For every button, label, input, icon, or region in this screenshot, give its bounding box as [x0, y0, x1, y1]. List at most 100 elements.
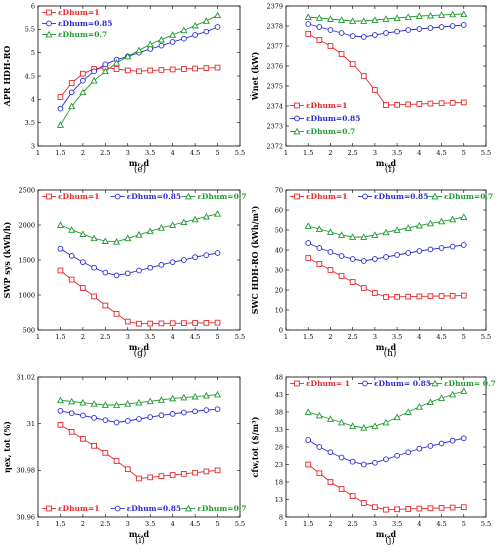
y-tick-label: 60: [275, 206, 283, 214]
data-point: [181, 257, 187, 263]
data-point: [404, 224, 412, 231]
chart-panel-2: 1 1.5 2 2.5 3 3.5 4 4.5 5 5.5 500 1000 1500 2000 2500 m…: [2, 186, 247, 359]
data-point: [427, 443, 434, 449]
data-point: [101, 67, 109, 75]
data-point: [327, 249, 334, 255]
data-point: [438, 293, 445, 299]
legend-label: εDhum=0.85: [374, 192, 428, 201]
series-1: [305, 21, 467, 40]
data-point: [360, 500, 367, 506]
x-tick-label: 3: [373, 520, 377, 528]
y-tick-label: 13: [275, 496, 283, 504]
x-tick-label: 5.5: [235, 149, 245, 157]
data-point: [326, 415, 334, 422]
legend-entry-2: εDhum=0.7: [181, 504, 247, 513]
y-tick-label: 33: [275, 426, 283, 434]
data-point: [124, 67, 131, 74]
x-tick-label: 5: [462, 149, 466, 157]
data-point: [449, 99, 456, 106]
plot-frame: [37, 189, 241, 331]
data-point: [169, 411, 176, 417]
data-point: [338, 253, 345, 259]
x-tick-label: 2.5: [100, 333, 110, 341]
x-tick-label: 3.5: [145, 149, 155, 157]
y-tick-label: 2378: [266, 22, 283, 30]
data-point: [404, 13, 412, 20]
data-point: [327, 449, 334, 456]
data-point: [415, 403, 423, 410]
data-point: [192, 320, 198, 326]
x-tick-label: 4: [171, 333, 175, 341]
plot-frame: [285, 189, 487, 331]
y-tick-label: 2000: [18, 221, 35, 229]
data-point: [169, 31, 177, 38]
data-point: [383, 456, 389, 463]
data-point: [68, 80, 75, 86]
data-point: [427, 25, 434, 31]
data-point: [56, 396, 64, 404]
data-point: [146, 227, 154, 235]
data-point: [101, 401, 109, 408]
series-2: [56, 210, 222, 245]
series-0: [305, 461, 467, 513]
data-point: [426, 398, 434, 406]
x-tick-label: 4: [417, 333, 421, 341]
data-point: [203, 65, 210, 71]
data-point: [360, 34, 367, 40]
x-axis-label: mᵣ,d: [129, 158, 150, 168]
data-point: [304, 13, 312, 20]
x-tick-label: 3.5: [145, 333, 155, 341]
data-point: [460, 213, 468, 220]
data-point: [338, 30, 345, 36]
data-point: [316, 24, 323, 30]
x-tick-label: 3.5: [392, 333, 402, 341]
legend-label: εDhum=0.7: [197, 504, 246, 513]
data-point: [316, 245, 323, 251]
legend-label: εDhum= 0.85: [374, 379, 431, 388]
x-tick-label: 4.5: [436, 333, 446, 341]
data-point: [449, 10, 457, 18]
data-point: [383, 254, 389, 260]
legend-entry-2: εDhum=0.7: [181, 192, 247, 201]
x-tick-label: 1: [284, 149, 288, 157]
y-tick-label: 0: [279, 326, 283, 334]
y-tick-label: 3: [31, 142, 35, 150]
data-point: [214, 64, 221, 71]
y-tick-label: 43: [275, 391, 283, 399]
data-point: [405, 506, 412, 512]
data-point: [372, 504, 378, 511]
x-tick-label: 2: [81, 520, 85, 528]
y-tick-label: 30.98: [16, 467, 35, 475]
data-point: [338, 486, 345, 492]
data-point: [203, 320, 210, 326]
x-tick-label: 2.5: [100, 520, 110, 528]
data-point: [181, 470, 187, 477]
x-tick-label: 2: [328, 149, 332, 157]
y-tick-label: 2377: [266, 42, 283, 50]
data-point: [415, 221, 423, 229]
legend-marker: [293, 127, 301, 135]
data-point: [79, 88, 87, 96]
x-tick-label: 3.5: [145, 520, 155, 528]
data-point: [147, 320, 154, 327]
legend-entry-1: εDhum=0.85: [290, 114, 360, 123]
y-tick-label: 40: [275, 246, 283, 254]
data-point: [316, 444, 323, 450]
y-tick-label: 5.5: [25, 26, 35, 34]
data-point: [326, 15, 334, 22]
data-point: [68, 276, 75, 283]
legend-marker: [45, 30, 53, 38]
data-point: [57, 245, 64, 252]
data-point: [124, 234, 132, 242]
legend-entry-2: εDhum=0.7: [290, 127, 355, 136]
data-point: [146, 40, 154, 48]
data-point: [214, 24, 221, 30]
data-point: [169, 394, 177, 402]
data-point: [304, 222, 312, 229]
x-tick-label: 1.5: [303, 333, 313, 341]
data-point: [158, 412, 165, 419]
data-point: [360, 17, 368, 24]
data-point: [460, 292, 467, 299]
x-tick-label: 1.5: [303, 520, 313, 528]
y-axis-label: SWP sys (kWh/h): [2, 221, 12, 298]
